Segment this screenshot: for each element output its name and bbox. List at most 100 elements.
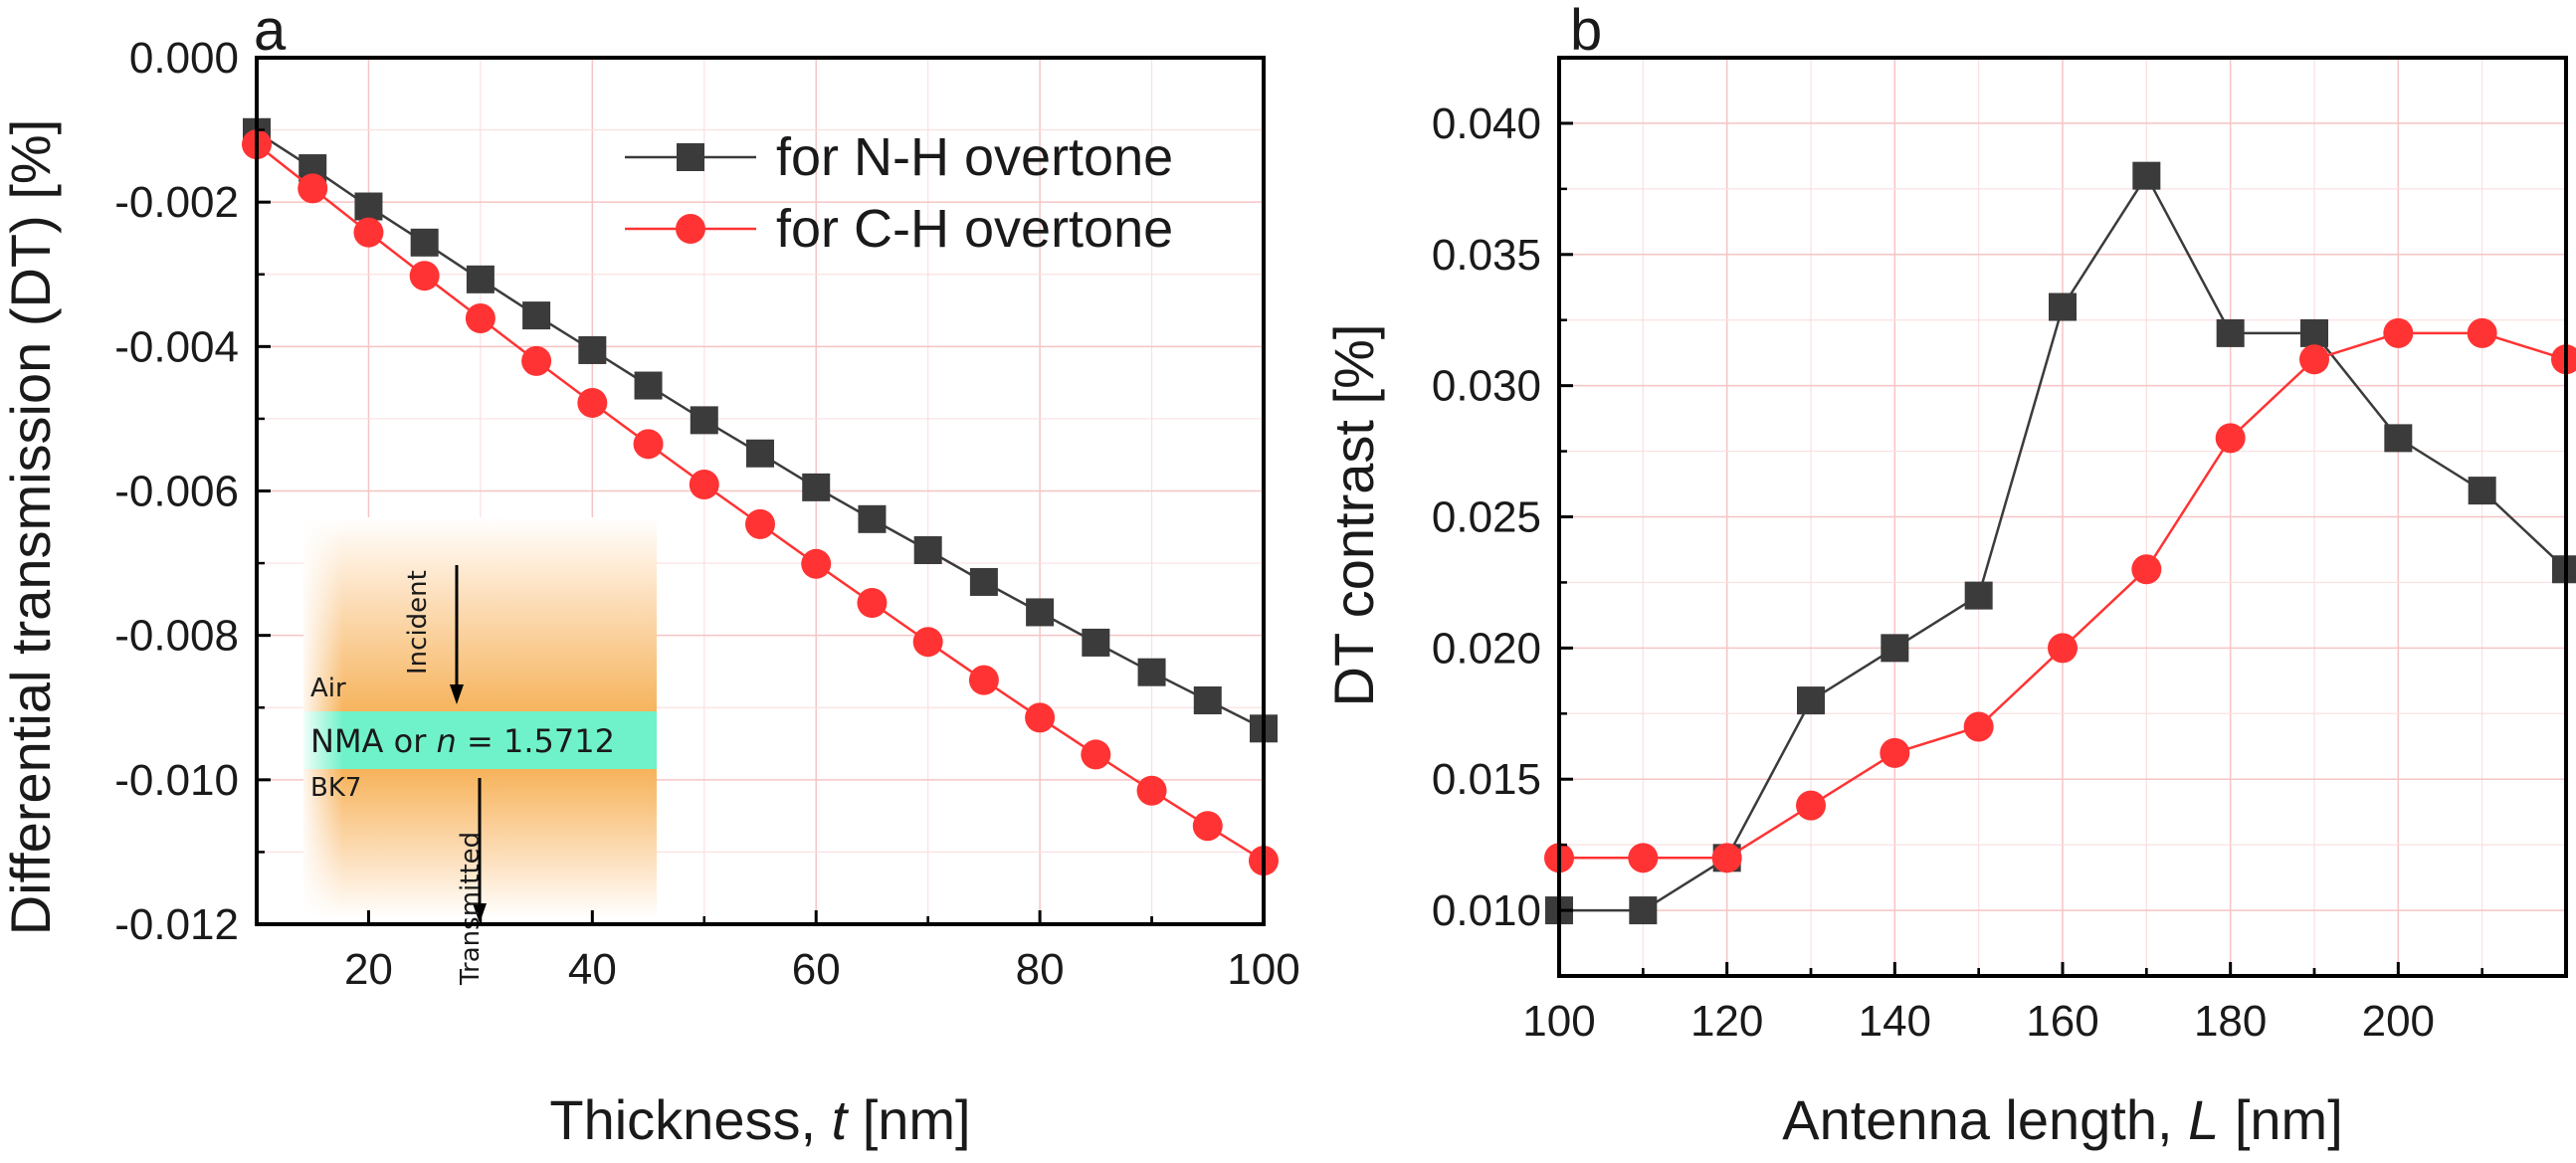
data-point-square [969, 567, 998, 596]
data-point-square [410, 228, 439, 257]
transmitted-arrowhead [473, 903, 487, 923]
data-point-square [634, 371, 663, 400]
data-point-circle [745, 508, 775, 539]
data-point-circle [912, 627, 943, 658]
data-point-circle [2467, 317, 2497, 348]
y-tick-label: 0.035 [1432, 231, 1541, 280]
data-point-square [2132, 161, 2161, 190]
ticks-b: 100 120 140 160 180 200 0.040 0.035 0.030 0.025 0.… [1432, 56, 2483, 1046]
x-tick-label: 40 [568, 945, 617, 994]
legend-label-nh: for N-H overtone [776, 127, 1173, 187]
inset-air-label: Air [310, 674, 346, 703]
data-point-circle [2131, 554, 2162, 585]
ticks-a: 20 40 60 80 100 0.000 -0.002 -0.004 -0.006 -0.008… [114, 34, 1299, 994]
y-tick-label: 0.015 [1432, 755, 1541, 804]
data-point-square [466, 265, 495, 293]
data-point-circle [353, 217, 384, 248]
data-point-square [1797, 686, 1825, 715]
data-point-circle [1880, 737, 1910, 768]
x-axis-label-a-var: t [832, 1088, 850, 1151]
data-point-circle [1025, 702, 1056, 733]
y-tick-label: -0.002 [114, 178, 239, 227]
y-tick-label: 0.040 [1432, 99, 1541, 148]
data-point-circle [1796, 790, 1826, 821]
data-point-circle [857, 588, 888, 619]
data-point-square [2216, 318, 2245, 347]
inset-edge-fade [303, 517, 343, 918]
x-axis-label-a-text: Thickness, [549, 1088, 831, 1151]
x-axis-label-a-unit: [nm] [847, 1088, 970, 1151]
x-axis-label-b-var: L [2188, 1088, 2219, 1151]
y-tick-label: 0.025 [1432, 493, 1541, 542]
series-a [242, 117, 1279, 876]
panel-label-a: a [254, 0, 287, 63]
data-point-square [690, 406, 718, 435]
data-point-square [746, 439, 774, 468]
y-tick-label: -0.004 [114, 322, 239, 371]
inset-layer-prefix: NMA or [310, 722, 437, 760]
inset-bk7-label: BK7 [310, 773, 361, 803]
y-tick-label: -0.012 [114, 900, 239, 949]
data-point-circle [633, 429, 664, 460]
data-point-circle [1136, 775, 1167, 806]
x-tick-label: 120 [1690, 997, 1763, 1046]
legend-marker-circle [676, 214, 705, 244]
y-axis-label-b: DT contrast [%] [1322, 324, 1385, 707]
y-tick-label: 0.010 [1432, 886, 1541, 935]
inset-incident-label: Incident [403, 570, 433, 675]
chart-b: 100 120 140 160 180 200 0.040 0.035 0.030 0.025 0.… [1322, 56, 2576, 1151]
x-tick-label: 20 [344, 945, 393, 994]
data-point-circle [1628, 843, 1659, 873]
legend-marker-square [677, 143, 704, 171]
x-tick-label: 80 [1016, 945, 1065, 994]
chart-a: Incident Air NMA or n = 1.5712 BK7 Trans… [0, 34, 1300, 1151]
x-tick-label: 140 [1859, 997, 1931, 1046]
data-point-circle [521, 345, 552, 376]
y-tick-label: -0.010 [114, 756, 239, 805]
data-point-circle [1963, 711, 1994, 742]
panel-label-b: b [1570, 0, 1602, 63]
data-point-square [522, 301, 551, 330]
data-point-circle [465, 303, 495, 334]
data-point-square [1629, 896, 1658, 925]
series-b [1544, 161, 2576, 925]
x-axis-label-b: Antenna length, L [nm] [1782, 1088, 2343, 1151]
data-point-square [913, 536, 942, 565]
x-tick-label: 100 [1522, 997, 1595, 1046]
data-point-square [1193, 685, 1222, 714]
data-point-square [858, 504, 887, 533]
data-point-circle [577, 387, 608, 418]
data-point-circle [1711, 843, 1742, 873]
y-tick-label: -0.006 [114, 468, 239, 516]
data-point-circle [2215, 423, 2246, 454]
x-tick-label: 200 [2362, 997, 2435, 1046]
data-point-circle [968, 665, 999, 695]
data-point-circle [409, 261, 440, 291]
grid-b [1558, 57, 2566, 977]
data-point-circle [801, 548, 832, 579]
inset-layer-label: NMA or n = 1.5712 [310, 722, 615, 760]
data-point-square [354, 192, 383, 221]
inset-layer-value: = 1.5712 [457, 722, 615, 760]
inset-layer-var: n [437, 722, 457, 760]
inset-air-region [303, 517, 657, 716]
data-point-square [2384, 424, 2413, 453]
data-point-circle [1081, 739, 1111, 770]
y-tick-label: 0.000 [129, 34, 239, 83]
x-axis-label-b-text: Antenna length, [1782, 1088, 2188, 1151]
data-point-square [1881, 634, 1909, 663]
data-point-square [1026, 598, 1055, 627]
legend-label-ch: for C-H overtone [776, 199, 1173, 259]
data-point-circle [297, 173, 328, 204]
incident-arrowhead [450, 684, 464, 704]
y-axis-label-a: Differential transmission (DT) [%] [0, 119, 62, 936]
data-point-square [578, 335, 607, 364]
data-point-circle [689, 469, 719, 499]
data-point-square [802, 473, 831, 501]
x-tick-label: 160 [2026, 997, 2098, 1046]
data-point-square [2300, 318, 2328, 347]
plot-frame-b [1557, 56, 2568, 978]
y-tick-label: 0.020 [1432, 624, 1541, 673]
data-point-square [2468, 477, 2496, 505]
x-tick-label: 60 [792, 945, 841, 994]
